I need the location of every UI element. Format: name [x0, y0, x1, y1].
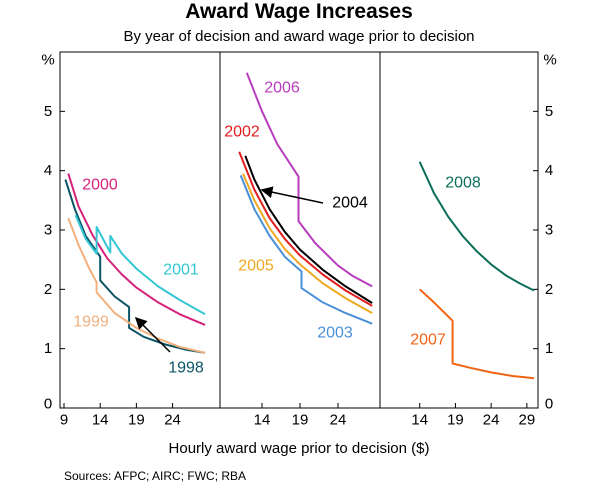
x-tick-label: 24 [164, 412, 181, 429]
y-tick-label-right: 4 [545, 162, 553, 179]
x-tick-label: 24 [483, 412, 500, 429]
series-line-2006 [245, 72, 373, 288]
y-tick-label-left: 0 [44, 396, 52, 413]
arrow-2004 [260, 186, 324, 204]
x-tick-label: 14 [92, 412, 109, 429]
x-tick-label: 29 [519, 412, 536, 429]
series-line-1999 [67, 217, 206, 354]
series-line-2001 [74, 214, 206, 316]
x-tick-label: 14 [254, 412, 271, 429]
x-tick-label: 24 [330, 412, 347, 429]
series-label-2001: 2001 [163, 262, 199, 279]
y-tick-label-right: 2 [545, 281, 553, 298]
series-line-2007 [419, 288, 535, 380]
chart-subtitle: By year of decision and award wage prior… [123, 28, 475, 45]
y-tick-label-left: 4 [44, 162, 52, 179]
series-line-2008 [418, 161, 535, 292]
series-line-2002 [238, 151, 373, 307]
series-line-2005 [242, 173, 373, 314]
y-tick-label-right: 3 [545, 222, 553, 239]
series-label-2008: 2008 [445, 175, 481, 192]
y-axis-unit-left: % [41, 52, 54, 69]
sources-note: Sources: AFPC; AIRC; FWC; RBA [64, 469, 247, 483]
y-tick-label-left: 3 [44, 222, 52, 239]
series-label-1999: 1999 [73, 314, 109, 331]
series-line-2000 [67, 173, 206, 326]
x-tick-label: 19 [447, 412, 464, 429]
y-tick-label-right: 5 [545, 103, 553, 120]
y-tick-label-left: 2 [44, 281, 52, 298]
x-axis-label: Hourly award wage prior to decision ($) [168, 440, 430, 457]
series-label-2000: 2000 [82, 177, 118, 194]
chart-title: Award Wage Increases [185, 0, 413, 23]
x-tick-label: 9 [60, 412, 68, 429]
x-tick-label: 19 [292, 412, 309, 429]
series-label-2004: 2004 [332, 195, 368, 212]
plot-frame [59, 51, 539, 409]
series-line-2003 [239, 175, 373, 325]
series-label-2006: 2006 [264, 80, 300, 97]
y-tick-label-right: 1 [545, 340, 553, 357]
series-label-2005: 2005 [238, 258, 274, 275]
y-tick-label-left: 1 [44, 340, 52, 357]
y-tick-label-right: 0 [545, 396, 553, 413]
x-tick-label: 19 [128, 412, 145, 429]
series-label-2002: 2002 [224, 124, 260, 141]
arrow-1998 [134, 316, 171, 353]
x-tick-label: 14 [411, 412, 428, 429]
y-axis-unit-right: % [543, 52, 556, 69]
y-tick-label-left: 5 [44, 103, 52, 120]
series-label-1998: 1998 [168, 360, 204, 377]
series-line-2004 [244, 155, 373, 304]
series-label-2003: 2003 [317, 325, 353, 342]
series-line-1998 [64, 179, 206, 354]
series-label-2007: 2007 [410, 332, 446, 349]
